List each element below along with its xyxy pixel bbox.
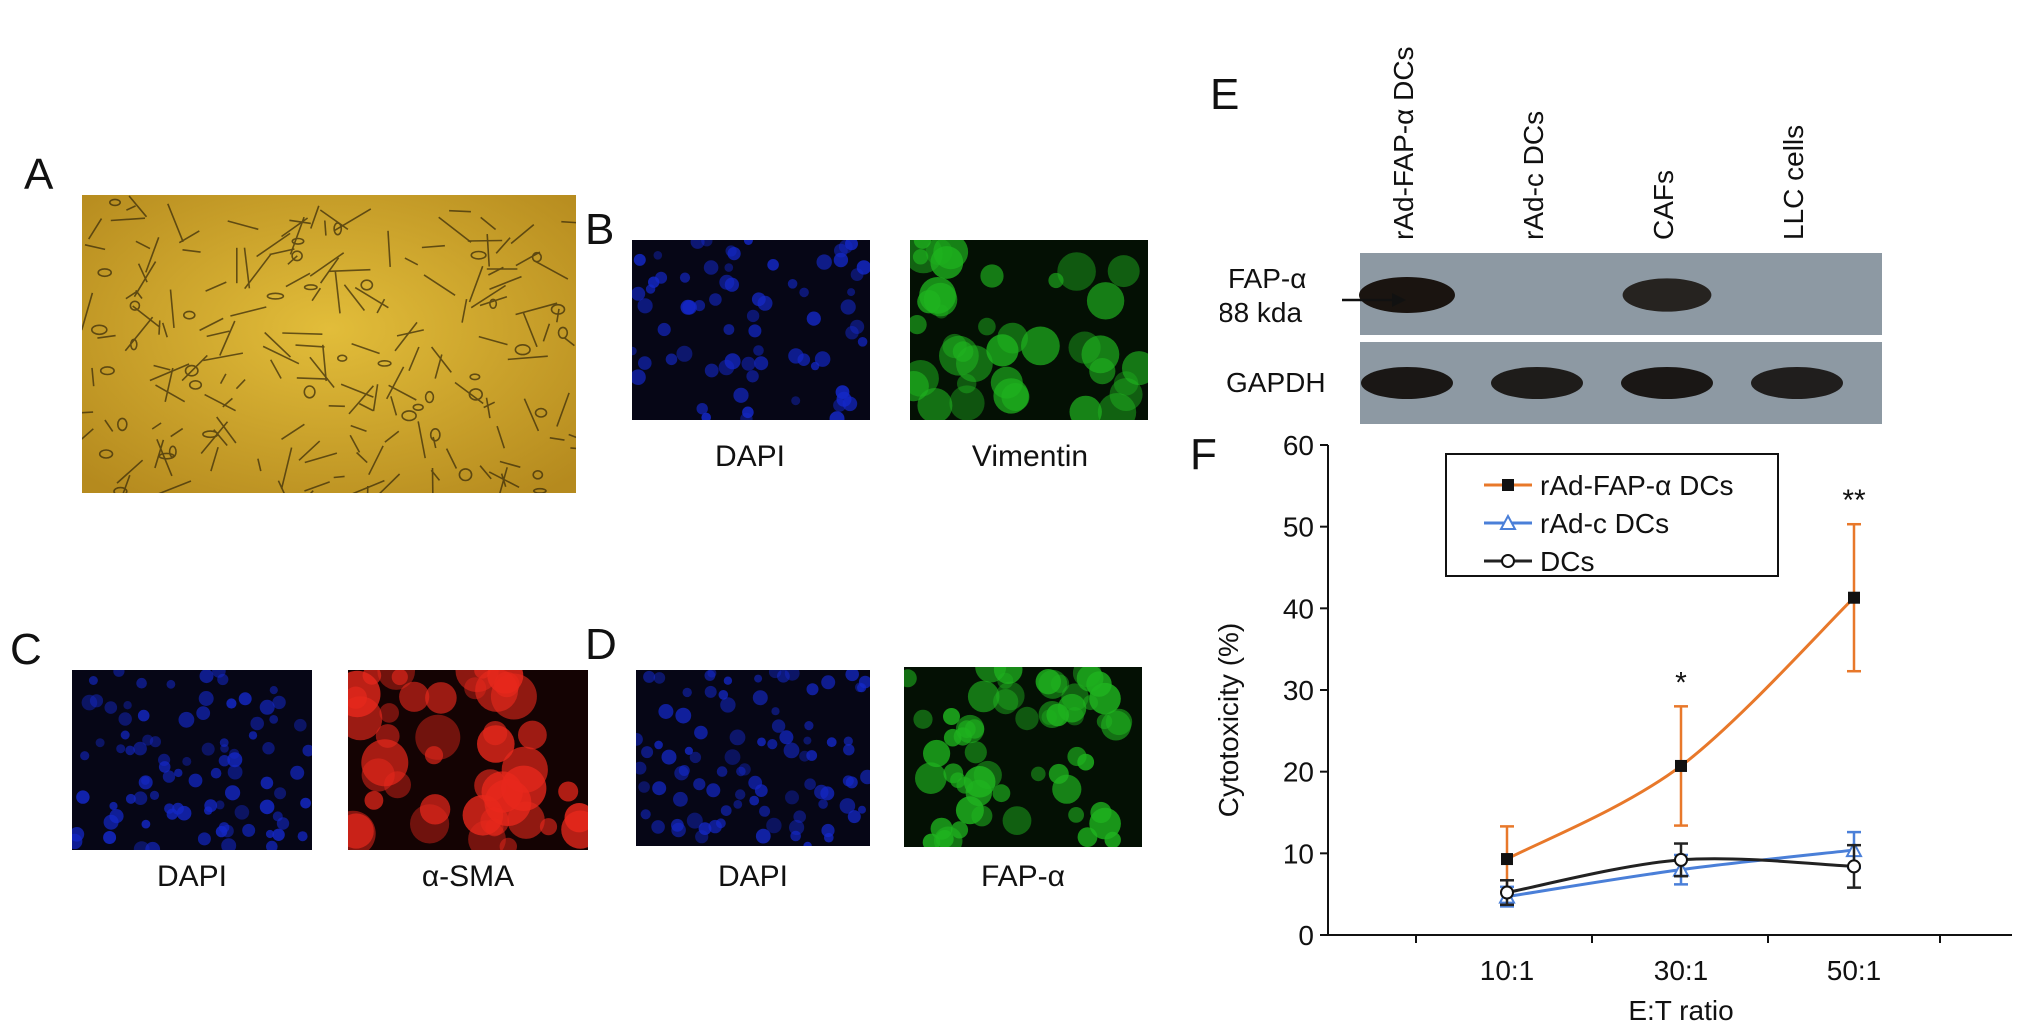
data-point <box>1848 591 1860 604</box>
legend-label: DCs <box>1540 546 1594 577</box>
legend-label: rAd-FAP-α DCs <box>1540 470 1734 501</box>
data-point <box>1674 852 1688 867</box>
x-tick-label: 30:1 <box>1654 955 1709 986</box>
legend-marker <box>1499 513 1517 530</box>
x-tick-label: 50:1 <box>1827 955 1882 986</box>
data-point <box>1847 859 1861 874</box>
lane-label: LLC cells <box>1778 125 1809 240</box>
x-tick-label: 10:1 <box>1480 955 1535 986</box>
y-tick-label: 50 <box>1283 512 1314 543</box>
panel-label-b: B <box>585 205 615 254</box>
panel-label-f: F <box>1190 430 1217 479</box>
panel-label-c: C <box>10 625 42 674</box>
fap-size-label: 88 kda <box>1220 297 1302 328</box>
legend-marker <box>1502 479 1514 491</box>
y-tick-label: 20 <box>1283 757 1314 788</box>
fap-band <box>1359 277 1455 313</box>
dapi-image-d <box>636 670 870 846</box>
caption-dapi-d: DAPI <box>717 860 789 893</box>
panel-label-e: E <box>1210 70 1240 119</box>
significance-marker: ** <box>1842 484 1866 517</box>
gapdh-band <box>1751 367 1843 399</box>
gapdh-band <box>1621 367 1713 399</box>
vimentin-image <box>910 240 1148 420</box>
y-tick-label: 40 <box>1283 593 1314 624</box>
western-blot-panel: rAd-FAP-α DCs rAd-c DCs CAFs LLC cells FAP-… <box>1220 46 1882 424</box>
lane-label: CAFs <box>1648 170 1679 240</box>
alpha-sma-image <box>348 670 588 850</box>
dapi-image-c <box>72 670 312 850</box>
fap-alpha-row-label: FAP-α <box>1228 263 1306 294</box>
lane-label: rAd-c DCs <box>1518 111 1549 240</box>
x-axis-label: E:T ratio <box>1628 995 1733 1026</box>
data-point <box>1675 759 1687 772</box>
caption-dapi-b: DAPI <box>714 440 786 473</box>
caption-fap-alpha: FAP-α <box>980 860 1066 893</box>
gapdh-band <box>1491 367 1583 399</box>
fap-band <box>1622 278 1712 312</box>
y-tick-label: 30 <box>1283 675 1314 706</box>
gapdh-band <box>1361 367 1453 399</box>
significance-marker: * <box>1675 666 1687 699</box>
dapi-image-b <box>632 240 870 420</box>
y-tick-label: 0 <box>1298 920 1314 951</box>
legend-marker <box>1501 554 1515 568</box>
y-axis-label: Cytotoxicity (%) <box>1213 623 1244 817</box>
gapdh-row-label: GAPDH <box>1226 367 1326 398</box>
y-tick-label: 60 <box>1283 430 1314 461</box>
lane-label: rAd-FAP-α DCs <box>1388 46 1419 240</box>
fap-alpha-image <box>904 667 1142 847</box>
panel-label-a: A <box>24 150 54 199</box>
data-point <box>1500 885 1514 900</box>
caption-dapi-c: DAPI <box>156 860 228 893</box>
chart-legend: rAd-FAP-α DCs rAd-c DCs DCs <box>1445 453 1779 577</box>
legend-label: rAd-c DCs <box>1540 508 1669 539</box>
band-arrow <box>1342 293 1406 307</box>
caption-vimentin: Vimentin <box>971 440 1089 473</box>
legend-box <box>1445 453 1779 577</box>
data-point <box>1501 853 1513 866</box>
y-tick-label: 10 <box>1283 838 1314 869</box>
caption-alpha-sma: α-SMA <box>421 860 515 893</box>
panel-label-d: D <box>585 620 617 669</box>
brightfield-micrograph <box>82 195 576 493</box>
